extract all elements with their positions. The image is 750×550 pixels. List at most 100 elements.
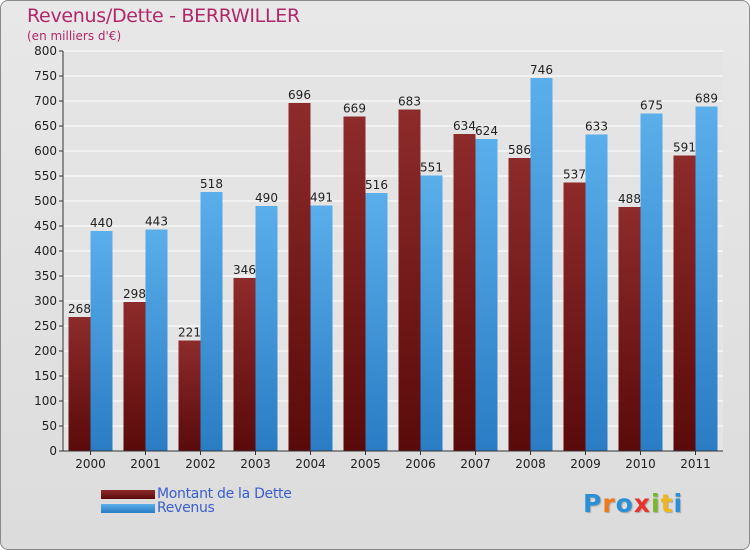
y-tick-label: 650 [34, 119, 57, 133]
legend-item-revenus: Revenus [101, 500, 292, 516]
data-label-revenus: 675 [640, 99, 663, 113]
y-tick-label: 750 [34, 69, 57, 83]
proxiti-logo: Proxiti [583, 489, 683, 518]
data-label-revenus: 551 [420, 161, 443, 175]
bar-revenus [255, 206, 278, 451]
y-tick-label: 550 [34, 169, 57, 183]
y-tick-label: 450 [34, 219, 57, 233]
logo-letter: o [615, 489, 634, 518]
logo-letter: r [602, 489, 616, 518]
bar-dette [233, 278, 256, 451]
legend-label-revenus: Revenus [157, 500, 215, 516]
axes: 0 50 100 150 200 250 300 350 400 450 500 550 600 650 7… [34, 44, 723, 471]
logo-letter: i [651, 489, 661, 518]
data-label-revenus: 490 [255, 191, 278, 205]
data-label-revenus: 633 [585, 120, 608, 134]
x-tick-label: 2010 [625, 457, 656, 471]
data-label-dette: 221 [178, 326, 201, 340]
data-label-dette: 591 [673, 141, 696, 155]
y-tick-label: 300 [34, 294, 57, 308]
chart-subtitle: (en milliers d'€) [27, 29, 122, 43]
x-tick-label: 2002 [185, 457, 216, 471]
data-label-revenus: 689 [695, 92, 718, 106]
data-label-revenus: 518 [200, 177, 223, 191]
data-label-dette: 696 [288, 88, 311, 102]
bar-dette [178, 340, 201, 451]
y-tick-label: 100 [34, 394, 57, 408]
bar-revenus [475, 139, 498, 451]
x-tick-label: 2005 [350, 457, 381, 471]
bar-dette [123, 302, 146, 451]
bar-revenus [200, 192, 223, 451]
legend-item-dette: Montant de la Dette [101, 486, 292, 502]
y-tick-label: 250 [34, 319, 57, 333]
x-tick-label: 2006 [405, 457, 436, 471]
logo-letter: x [633, 489, 651, 518]
data-label-dette: 537 [563, 168, 586, 182]
bars [68, 78, 718, 451]
y-tick-label: 600 [34, 144, 57, 158]
bar-revenus [530, 78, 553, 451]
legend: Montant de la Dette Revenus [101, 486, 292, 516]
data-label-revenus: 443 [145, 215, 168, 229]
bar-revenus [310, 205, 333, 451]
y-tick-label: 350 [34, 269, 57, 283]
x-tick-label: 2004 [295, 457, 326, 471]
bar-dette [508, 158, 531, 451]
data-label-dette: 268 [68, 302, 91, 316]
data-label-revenus: 491 [310, 191, 333, 205]
data-labels: 268 440 298 443 221 518 346 490 696 491 669 516 683 5… [68, 63, 718, 340]
x-tick-label: 2008 [515, 457, 546, 471]
y-tick-label: 150 [34, 369, 57, 383]
bar-dette [68, 317, 91, 451]
chart-title: Revenus/Dette - BERRWILLER [27, 5, 300, 27]
x-tick-label: 2007 [460, 457, 491, 471]
bar-revenus [640, 113, 663, 451]
bar-revenus [695, 106, 718, 451]
bar-dette [563, 182, 586, 451]
data-label-revenus: 746 [530, 63, 553, 77]
bar-dette [343, 116, 366, 451]
bar-revenus [365, 193, 388, 451]
legend-swatch-dette [101, 489, 155, 499]
bar-dette [453, 134, 476, 451]
y-tick-label: 700 [34, 94, 57, 108]
data-label-revenus: 440 [90, 216, 113, 230]
bar-revenus [90, 231, 113, 451]
data-label-dette: 683 [398, 95, 421, 109]
data-label-revenus: 624 [475, 124, 498, 138]
y-tick-label: 500 [34, 194, 57, 208]
y-tick-label: 50 [42, 419, 57, 433]
bar-revenus [420, 175, 443, 451]
logo-letter: P [583, 489, 603, 518]
y-tick-label: 0 [49, 444, 57, 458]
bar-dette [288, 103, 311, 451]
data-label-dette: 634 [453, 119, 476, 133]
x-tick-label: 2009 [570, 457, 601, 471]
data-label-dette: 488 [618, 192, 641, 206]
bar-dette [398, 109, 421, 451]
bar-dette [673, 155, 696, 451]
x-tick-label: 2011 [680, 457, 711, 471]
x-tick-label: 2000 [75, 457, 106, 471]
logo-letter: i [673, 489, 684, 518]
data-label-dette: 586 [508, 143, 531, 157]
y-tick-label: 400 [34, 244, 57, 258]
bar-revenus [145, 229, 168, 451]
x-tick-label: 2001 [130, 457, 161, 471]
y-tick-label: 200 [34, 344, 57, 358]
grid-lines [63, 50, 723, 452]
data-label-dette: 298 [123, 287, 146, 301]
bar-dette [618, 207, 641, 451]
legend-label-dette: Montant de la Dette [157, 486, 292, 502]
data-label-dette: 669 [343, 102, 366, 116]
data-label-dette: 346 [233, 263, 256, 277]
bar-revenus [585, 134, 608, 451]
y-tick-label: 800 [34, 44, 57, 58]
data-label-revenus: 516 [365, 178, 388, 192]
x-tick-label: 2003 [240, 457, 271, 471]
logo-letter: t [660, 489, 674, 518]
legend-swatch-revenus [101, 503, 155, 513]
